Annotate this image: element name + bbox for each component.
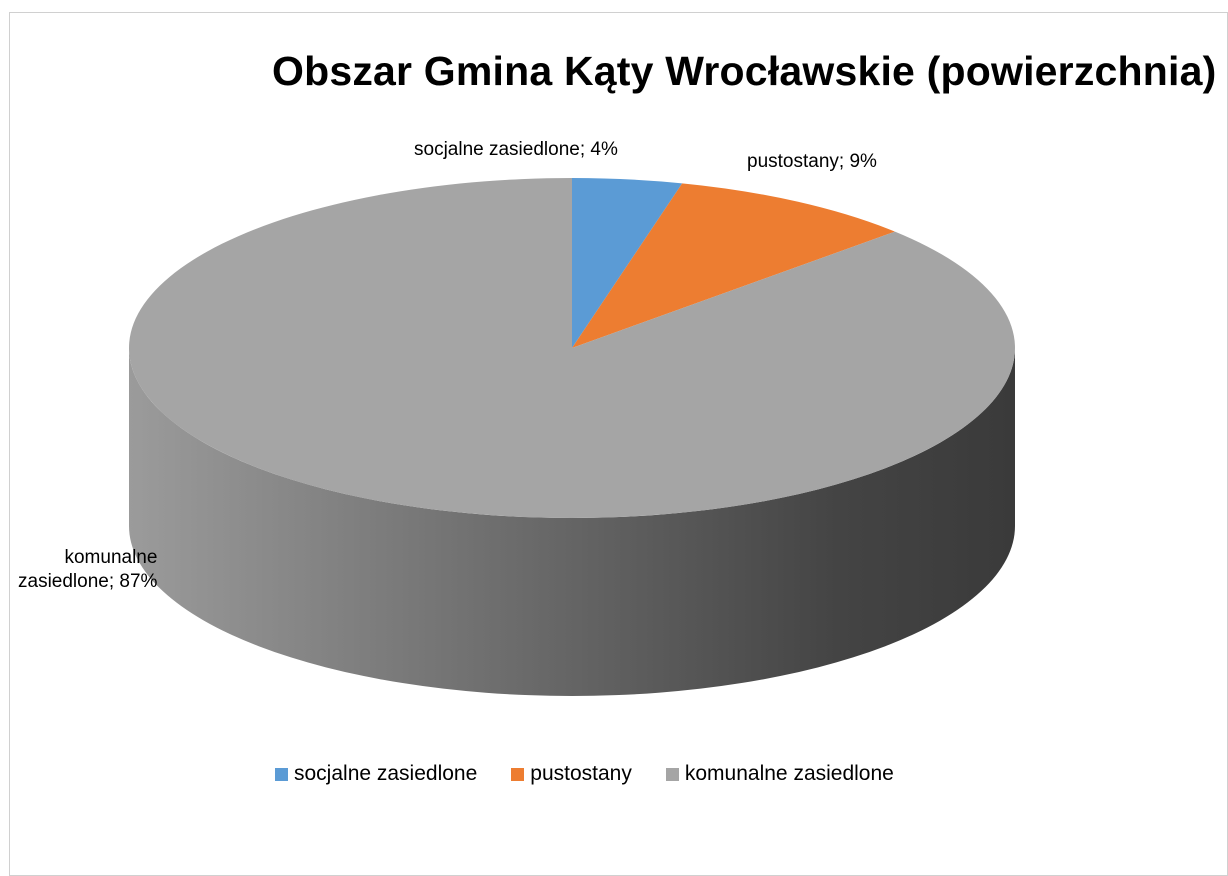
data-label-socjalne: socjalne zasiedlone; 4% — [414, 139, 618, 160]
legend-label: socjalne zasiedlone — [294, 762, 478, 785]
pie-slice-pustostany — [572, 183, 895, 348]
chart-legend: socjalne zasiedlone pustostany komunalne… — [275, 762, 928, 786]
chart-title: Obszar Gmina Kąty Wrocławskie (powierzch… — [272, 48, 1217, 94]
legend-item-socjalne: socjalne zasiedlone — [275, 762, 477, 786]
legend-swatch — [275, 767, 288, 781]
data-label-komunalne-line1: komunalne — [64, 547, 158, 568]
legend-item-komunalne: komunalne zasiedlone — [665, 762, 894, 786]
legend-swatch — [511, 767, 525, 781]
pie-side-wall — [129, 348, 1015, 696]
pie-slice-komunalne-zasiedlone — [128, 178, 1016, 518]
data-label-komunalne: komunalne zasiedlone; 87% — [18, 546, 158, 594]
legend-swatch — [665, 767, 679, 781]
data-label-pustostany: pustostany; 9% — [747, 151, 877, 172]
data-label-komunalne-line2: zasiedlone; 87% — [18, 571, 158, 592]
legend-label: pustostany — [530, 762, 632, 785]
legend-label: komunalne zasiedlone — [684, 762, 894, 785]
legend-item-pustostany: pustostany — [511, 762, 632, 786]
pie-slice-socjalne-zasiedlone — [572, 178, 683, 348]
